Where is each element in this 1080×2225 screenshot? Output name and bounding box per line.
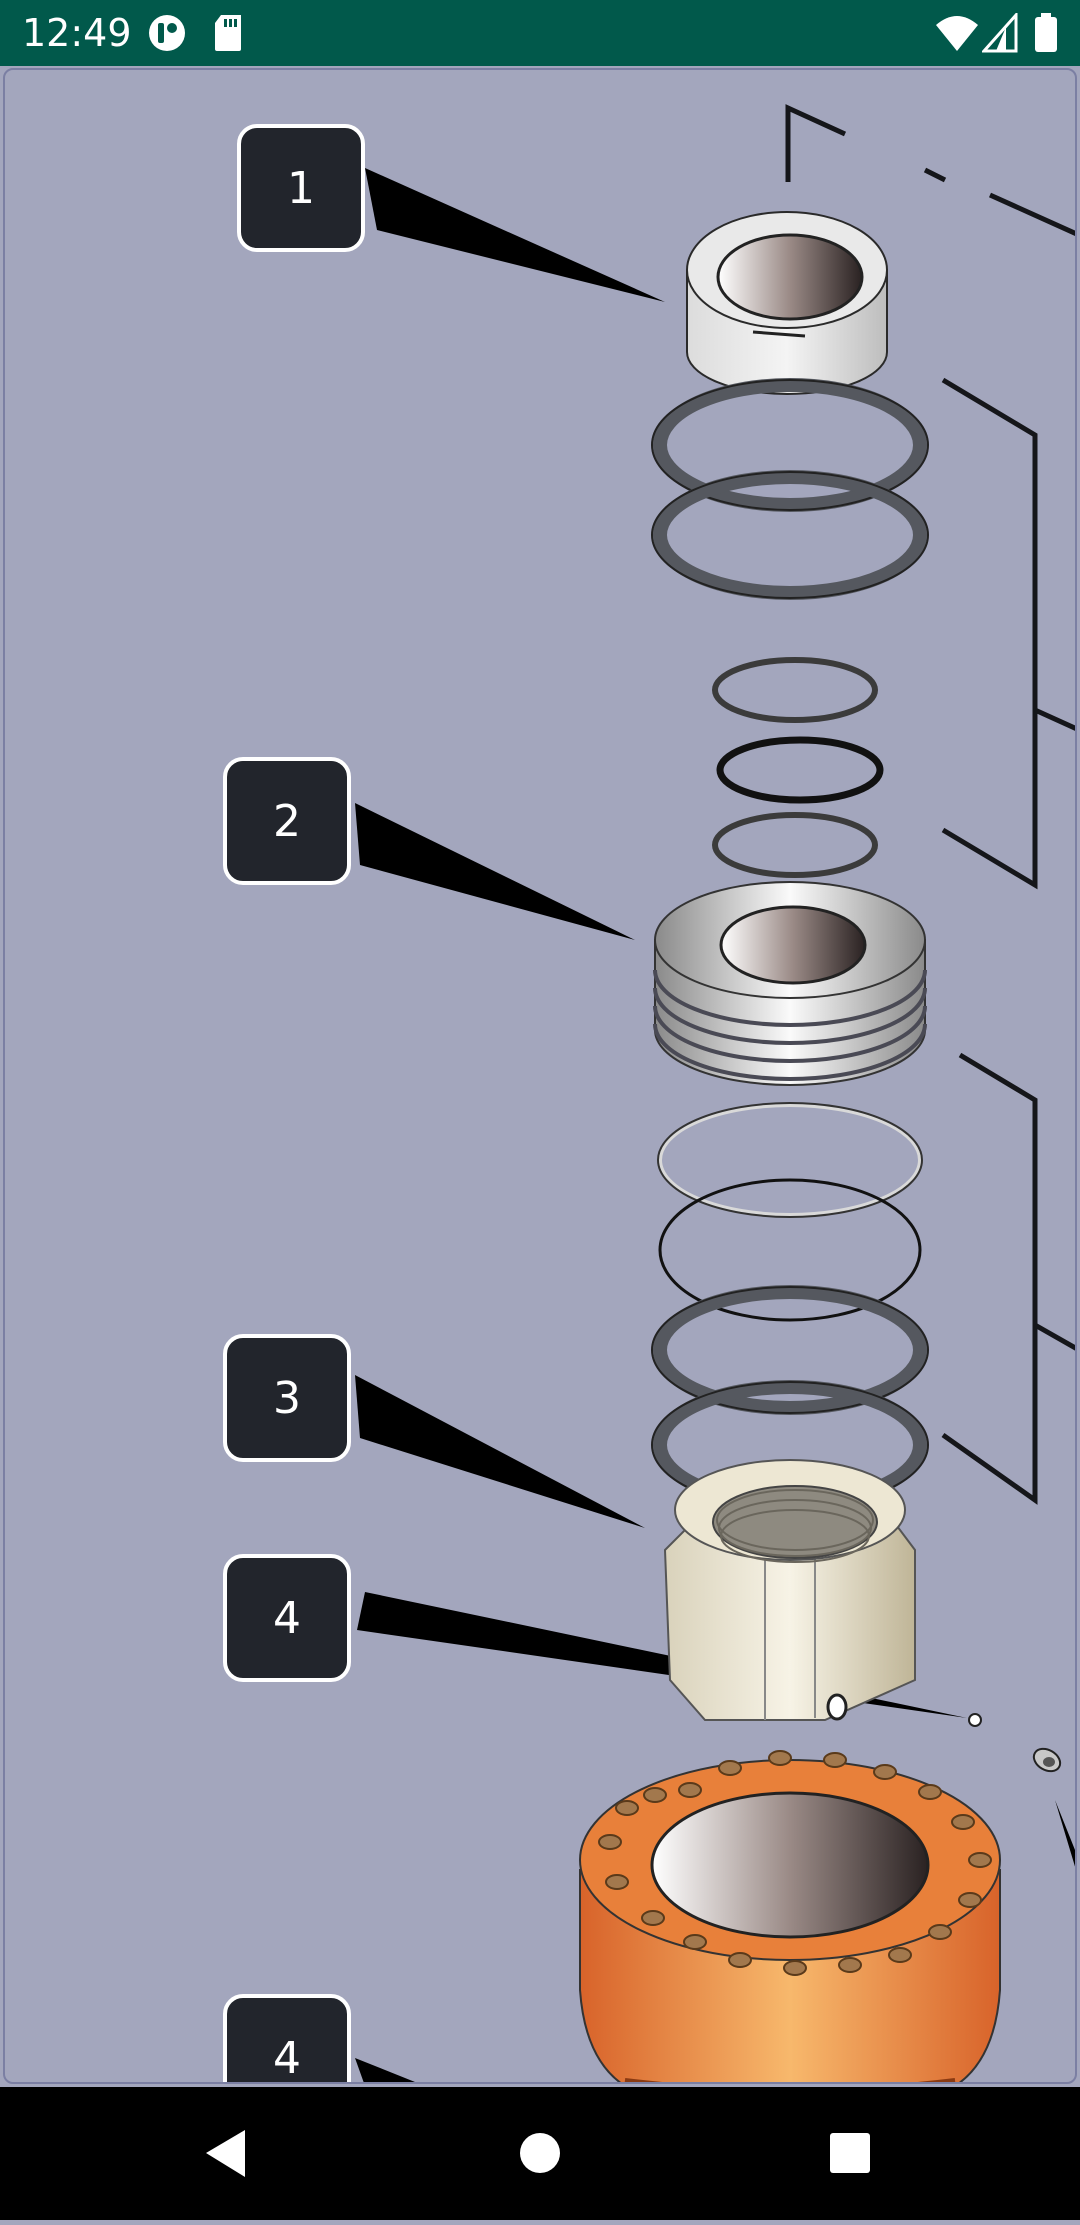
part-piston — [653, 881, 927, 1086]
exploded-parts-diagram — [355, 104, 1075, 2082]
navigation-bar — [0, 2087, 1080, 2220]
back-icon — [206, 2130, 245, 2177]
part-cap — [686, 211, 888, 395]
app-notification-icon — [149, 15, 185, 51]
part-set-screw — [1032, 1747, 1062, 1773]
callout-1[interactable]: 1 — [237, 124, 365, 252]
battery-icon — [1035, 13, 1057, 52]
part-housing — [579, 1750, 1001, 2082]
seal-rings-upper — [651, 378, 929, 878]
cellular-signal-icon — [982, 13, 1018, 53]
callout-4-lower[interactable]: 4 — [223, 1994, 351, 2082]
nav-recents-button[interactable] — [770, 2087, 930, 2220]
part-pin — [968, 1713, 982, 1727]
diagram-viewer[interactable]: 1 2 3 4 4 — [3, 68, 1077, 2084]
nav-home-button[interactable] — [460, 2087, 620, 2220]
status-bar: 12:49 — [0, 0, 1080, 66]
status-time: 12:49 — [22, 11, 132, 55]
home-icon — [520, 2133, 560, 2173]
nav-back-button[interactable] — [146, 2087, 306, 2220]
callout-3[interactable]: 3 — [223, 1334, 351, 1462]
part-hex-nut — [663, 1459, 916, 1721]
callout-4[interactable]: 4 — [223, 1554, 351, 1682]
recents-icon — [830, 2133, 870, 2173]
sd-card-icon — [215, 15, 241, 51]
seal-rings-lower — [651, 1102, 929, 1510]
callout-2[interactable]: 2 — [223, 757, 351, 885]
wifi-icon — [936, 16, 978, 51]
dimension-bracket — [785, 104, 1075, 1505]
